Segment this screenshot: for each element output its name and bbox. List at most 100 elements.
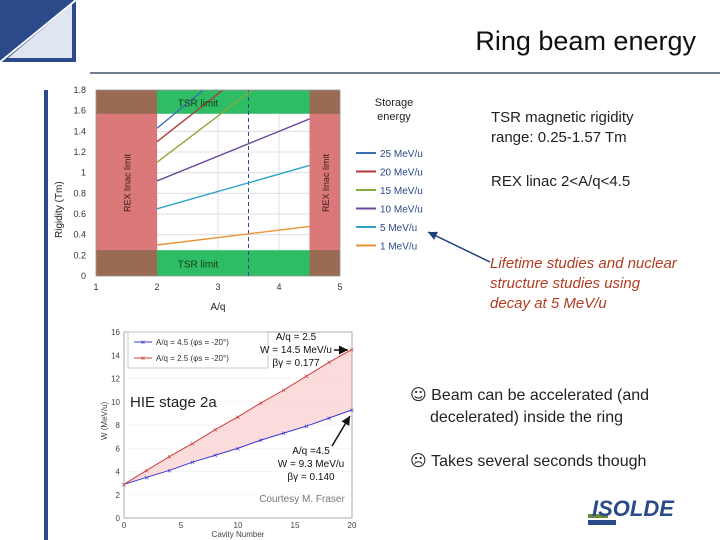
logo-text: ISOLDE bbox=[592, 496, 675, 521]
hie-point: × bbox=[281, 429, 286, 438]
hie-point: × bbox=[304, 372, 309, 381]
hie-legend: × A/q = 4.5 (φs = -20°) × A/q = 2.5 (φs … bbox=[127, 331, 269, 369]
annotation-aq45-line2: W = 9.3 MeV/u bbox=[278, 459, 344, 470]
hie-point: × bbox=[144, 473, 149, 482]
rigidity-series-4 bbox=[156, 164, 310, 210]
rex-limit-label-left: REX linac limit bbox=[123, 153, 133, 212]
hie-x-tick: 5 bbox=[179, 521, 184, 530]
hie-y-tick: 14 bbox=[111, 351, 120, 360]
rex-limit-label-right: REX linac limit bbox=[321, 153, 331, 212]
hie-point: × bbox=[236, 444, 241, 453]
hie-point: × bbox=[213, 426, 218, 435]
annotation-aq25-line1: A/q = 2.5 bbox=[276, 332, 317, 343]
hie-legend-entry-1: A/q = 4.5 (φs = -20°) bbox=[156, 338, 229, 347]
legend-entry-1: 20 MeV/u bbox=[380, 168, 423, 179]
hie-point: × bbox=[144, 466, 149, 475]
hie-x-tick: 0 bbox=[122, 521, 127, 530]
hie-point: × bbox=[281, 386, 286, 395]
hie-point: × bbox=[190, 458, 195, 467]
rex-range-note: REX linac 2<A/q<4.5 bbox=[491, 173, 631, 190]
accel-line2: decelerated) inside the ring bbox=[430, 409, 624, 426]
hie-y-tick: 0 bbox=[116, 514, 121, 523]
hie-point: × bbox=[236, 413, 241, 422]
accel-line1: Beam can be accelerated (and bbox=[431, 387, 650, 404]
rex-limit-band-right bbox=[309, 90, 340, 276]
rigidity-x-tick: 4 bbox=[276, 282, 281, 292]
rigidity-legend: 25 MeV/u 20 MeV/u 15 MeV/u 10 MeV/u 5 MeV/u 1… bbox=[356, 149, 423, 253]
svg-text:×: × bbox=[141, 338, 146, 347]
rigidity-series-2 bbox=[156, 89, 253, 163]
accel-bullet: ☺ Beam can be accelerated (and decelerat… bbox=[410, 384, 649, 429]
hie-stage-label: HIE stage 2a bbox=[130, 394, 217, 411]
rigidity-y-tick: 0.6 bbox=[73, 209, 86, 219]
isolde-logo: ISOLDE bbox=[588, 496, 675, 525]
band-overlap bbox=[309, 250, 340, 276]
frown-icon: ☹ bbox=[410, 451, 427, 470]
band-overlap bbox=[96, 250, 157, 276]
hie-point: × bbox=[258, 436, 263, 445]
slide-title: Ring beam energy bbox=[475, 26, 696, 56]
rigidity-series-0 bbox=[156, 89, 204, 129]
rigidity-x-label: A/q bbox=[210, 302, 225, 313]
annotation-aq45: A/q =4.5 W = 9.3 MeV/u βγ = 0.140 bbox=[278, 415, 351, 483]
hie-y-tick: 8 bbox=[116, 421, 121, 430]
hie-y-tick: 2 bbox=[116, 491, 121, 500]
smiley-icon: ☺ bbox=[410, 385, 427, 404]
lifetime-note: Lifetime studies and nuclear structure s… bbox=[490, 254, 677, 314]
rigidity-y-label: Rigidity (Tm) bbox=[54, 181, 65, 238]
legend-entry-5: 1 MeV/u bbox=[380, 242, 417, 253]
rigidity-chart: TSR limit TSR limit REX linac limit REX lin… bbox=[44, 85, 423, 316]
hie-axis-ticks: 0 2 4 6 8 10 12 14 16 0 5 10 15 20 bbox=[111, 328, 357, 530]
tsr-range-line2: range: 0.25-1.57 Tm bbox=[491, 129, 627, 146]
hie-point: × bbox=[213, 451, 218, 460]
hie-x-tick: 15 bbox=[291, 521, 300, 530]
hie-point: × bbox=[327, 414, 332, 423]
hie-y-tick: 4 bbox=[116, 468, 121, 477]
tsr-limit-label-top: TSR limit bbox=[178, 98, 219, 109]
tsr-range-note: TSR magnetic rigidity range: 0.25-1.57 T… bbox=[491, 108, 634, 148]
rigidity-y-tick: 0.4 bbox=[73, 230, 86, 240]
rigidity-y-tick: 1 bbox=[81, 168, 86, 178]
rigidity-y-tick: 1.4 bbox=[73, 126, 86, 136]
rigidity-x-tick: 2 bbox=[154, 282, 159, 292]
rigidity-y-tick: 1.8 bbox=[73, 85, 86, 95]
hie-y-tick: 12 bbox=[111, 375, 120, 384]
left-accent-bar bbox=[44, 316, 48, 540]
title-divider bbox=[90, 72, 720, 74]
hie-y-tick: 10 bbox=[111, 398, 120, 407]
legend-title-line2: energy bbox=[377, 111, 411, 123]
hie-point: × bbox=[190, 440, 195, 449]
rigidity-series-1 bbox=[156, 89, 224, 143]
rigidity-y-tick: 0 bbox=[81, 271, 86, 281]
rex-limit-band-left bbox=[96, 90, 157, 276]
hie-y-label: W (MeV/u) bbox=[100, 401, 109, 440]
band-overlap bbox=[96, 90, 157, 114]
annotation-aq25-line2: W = 14.5 MeV/u bbox=[260, 345, 332, 356]
hie-x-tick: 20 bbox=[348, 521, 357, 530]
annotation-aq25-line3: βγ = 0.177 bbox=[272, 358, 320, 369]
rigidity-x-tick: 3 bbox=[215, 282, 220, 292]
rigidity-plot-frame bbox=[95, 89, 341, 277]
rigidity-series-5 bbox=[156, 225, 310, 246]
lifetime-line3: decay at 5 MeV/u bbox=[490, 295, 607, 312]
corner-graphic bbox=[0, 0, 77, 62]
hie-x-tick: 10 bbox=[234, 521, 243, 530]
annotation-aq45-line1: A/q =4.5 bbox=[292, 446, 330, 457]
hie-x-label: Cavity Number bbox=[212, 530, 265, 539]
legend-entry-3: 10 MeV/u bbox=[380, 205, 423, 216]
hie-series-0 bbox=[123, 409, 353, 485]
lifetime-arrow bbox=[427, 231, 491, 263]
hie-credit: Courtesy M. Fraser bbox=[259, 494, 345, 505]
tsr-limit-label-bottom: TSR limit bbox=[178, 260, 219, 271]
lifetime-line1: Lifetime studies and nuclear bbox=[490, 255, 677, 272]
rigidity-x-tick: 5 bbox=[337, 282, 342, 292]
hie-point: × bbox=[167, 452, 172, 461]
hie-y-tick: 6 bbox=[116, 444, 121, 453]
hie-y-tick: 16 bbox=[111, 328, 120, 337]
hie-point: × bbox=[167, 466, 172, 475]
rigidity-y-tick: 0.8 bbox=[73, 188, 86, 198]
seconds-bullet: ☹ Takes several seconds though bbox=[410, 450, 646, 473]
hie-point: × bbox=[327, 358, 332, 367]
rigidity-plot-area: TSR limit TSR limit REX linac limit REX lin… bbox=[95, 89, 341, 277]
